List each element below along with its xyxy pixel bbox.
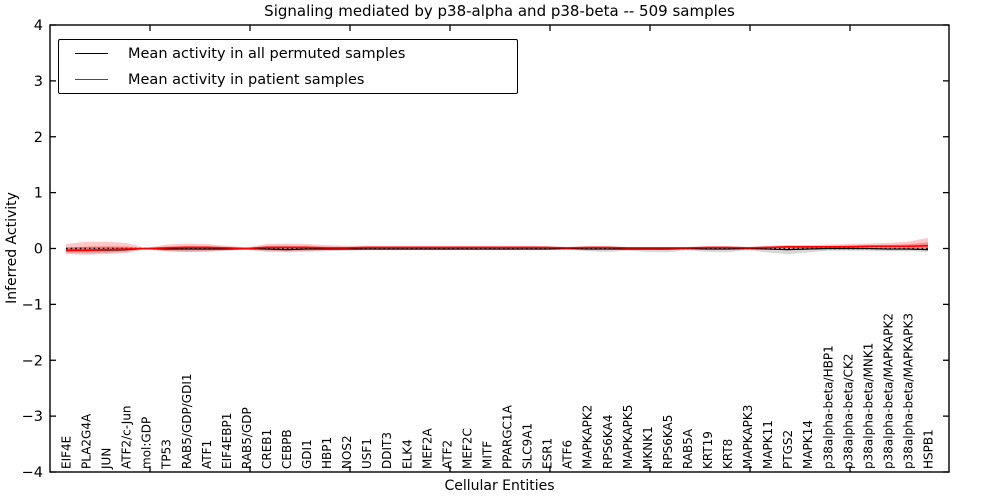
y-tick-label: −4 xyxy=(22,465,43,481)
entity-label: MAPK11 xyxy=(761,420,775,469)
entity-label: MITF xyxy=(481,441,495,469)
entity-label: MKNK1 xyxy=(641,426,655,469)
y-tick-label: 4 xyxy=(34,18,43,34)
entity-label: MEF2A xyxy=(420,428,434,469)
entity-label: ATF2 xyxy=(440,440,454,469)
legend-entry-permuted: Mean activity in all permuted samples xyxy=(75,44,517,64)
entity-label: CREB1 xyxy=(260,429,274,469)
entity-label: MAPKAPK2 xyxy=(581,405,595,469)
y-tick-label: 1 xyxy=(34,186,43,202)
entity-label: NOS2 xyxy=(340,435,354,469)
entity-label: ATF6 xyxy=(561,440,575,469)
permuted-mean-line xyxy=(66,247,929,251)
patient-confidence-band xyxy=(66,237,928,255)
entity-label: p38alpha-beta/HBP1 xyxy=(821,345,835,469)
entity-label: MEF2C xyxy=(460,428,474,469)
entity-label: p38alpha-beta/MAPKAPK2 xyxy=(881,313,895,469)
entity-label: ATF2/c-Jun xyxy=(120,405,134,469)
y-tick-label: 0 xyxy=(34,242,43,258)
y-tick-label: 2 xyxy=(34,130,43,146)
legend-entry-patient: Mean activity in patient samples xyxy=(75,70,517,90)
entity-label: CEBPB xyxy=(280,429,294,469)
entity-label: p38alpha-beta/CK2 xyxy=(841,354,855,469)
chart-title: Signaling mediated by p38-alpha and p38-… xyxy=(264,2,735,20)
entity-label: ATF1 xyxy=(200,440,214,469)
y-axis-label: Inferred Activity xyxy=(4,192,20,304)
permuted-line-sample-icon xyxy=(75,53,108,54)
entity-label: EIF4EBP1 xyxy=(220,413,234,469)
entity-label: JUN xyxy=(100,448,114,470)
patient-line-sample-icon xyxy=(75,79,108,80)
entity-label: DDIT3 xyxy=(380,432,394,469)
entity-label: ELK4 xyxy=(400,439,414,469)
entity-label: HSPB1 xyxy=(922,429,936,469)
entity-label: GDI1 xyxy=(300,439,314,469)
entity-label: MAPK14 xyxy=(801,420,815,469)
entity-label: RAB5A xyxy=(681,428,695,469)
entity-label: USF1 xyxy=(360,438,374,469)
y-tick-label: −1 xyxy=(22,297,43,313)
legend: Mean activity in all permuted samples Me… xyxy=(58,39,518,94)
entity-label: ESR1 xyxy=(541,438,555,469)
entity-label: RAB5/GDP/GDI1 xyxy=(180,373,194,469)
y-tick-label: −3 xyxy=(22,409,43,425)
entity-label: EIF4E xyxy=(60,436,74,469)
entity-label: RAB5/GDP xyxy=(240,407,254,469)
legend-label-patient: Mean activity in patient samples xyxy=(128,71,365,88)
entity-label: p38alpha-beta/MNK1 xyxy=(861,343,875,469)
entity-label: KRT19 xyxy=(701,431,715,469)
entity-label: PPARGC1A xyxy=(501,404,515,469)
entity-label: MAPKAPK5 xyxy=(621,405,635,469)
entity-label: HBP1 xyxy=(320,437,334,469)
entity-label: RPS6KA4 xyxy=(601,415,615,469)
entity-label: SLC9A1 xyxy=(521,423,535,469)
entity-label: p38alpha-beta/MAPKAPK3 xyxy=(902,313,916,469)
entity-label: PLA2G4A xyxy=(80,413,94,469)
patient-mean-line xyxy=(66,244,929,251)
y-tick-label: 3 xyxy=(34,74,43,90)
entity-label: mol:GDP xyxy=(140,417,154,469)
entity-label: PTGS2 xyxy=(781,430,795,469)
entity-label: RPS6KA5 xyxy=(661,415,675,469)
entity-label: TP53 xyxy=(160,439,174,470)
entity-label: MAPKAPK3 xyxy=(741,405,755,469)
entity-label: KRT8 xyxy=(721,439,735,469)
y-tick-label: −2 xyxy=(22,353,43,369)
x-axis-label: Cellular Entities xyxy=(444,478,555,494)
legend-label-permuted: Mean activity in all permuted samples xyxy=(128,45,406,62)
